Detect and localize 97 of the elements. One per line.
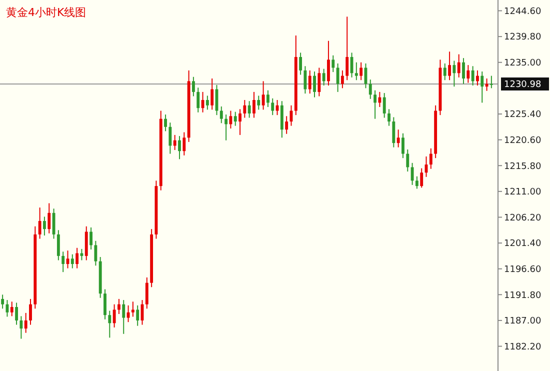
candlestick [382,92,386,118]
candlestick [56,230,60,261]
candlestick [304,66,307,94]
y-tick-label: 1235.00 [504,58,542,69]
candlestick [10,301,14,317]
candlestick [38,207,42,240]
y-tick-label: 1215.80 [504,162,542,172]
text: 黄金4小时K线图 [6,6,86,19]
y-tick-label: 1225.40 [504,110,542,120]
candlestick [220,106,223,124]
candlestick [415,176,418,190]
candlestick [271,98,274,116]
candlestick [257,95,260,110]
y-tick-label: 1220.60 [504,136,542,146]
candlestick [452,60,456,88]
candlestick [346,16,349,81]
candlestick [490,75,493,89]
candlestick [48,202,51,234]
candlestick [108,310,112,338]
candlestick [24,312,28,334]
candlestick [299,52,302,76]
candlestick [117,298,120,315]
candlestick [285,116,288,134]
candlestick [429,148,432,170]
candlestick [308,70,312,94]
candlestick [396,129,400,148]
candlestick [104,288,106,320]
ref-line-label: 1230.98 [504,80,542,90]
candlestick [234,111,237,126]
candlestick [1,294,4,310]
candlestick [480,71,484,104]
candlestick [318,67,321,97]
candlestick [402,132,404,159]
y-tick-label: 1191.80 [504,290,542,301]
candlestick [354,62,358,81]
candlestick [206,95,209,110]
y-tick-label: 1206.20 [504,213,542,224]
candlestick [90,226,92,250]
candlestick [374,90,377,120]
candlestick [182,132,186,156]
candlestick [243,100,246,118]
candlestick [388,108,390,126]
candlestick [252,91,256,118]
y-tick-label: 1239.80 [504,32,542,43]
candlestick [15,302,18,326]
candlestick [196,87,200,113]
candlestick [406,148,410,172]
y-tick-label: 1244.60 [504,6,542,17]
candlestick [471,66,474,86]
candlestick [466,64,470,84]
candlestick [360,62,363,81]
candlestick [178,136,181,160]
y-tick-label: 1211.00 [504,188,542,198]
candlestick [173,134,176,151]
candlestick [29,298,32,326]
candlestick [229,110,232,130]
y-tick-label: 1196.60 [504,264,542,275]
candlestick [80,248,84,261]
candlestick [448,51,451,81]
candlestick [136,304,140,326]
candlestick [392,116,396,148]
candlestick [224,114,228,141]
candlestick [164,114,167,132]
candlestick [145,276,148,310]
candlestick [62,251,65,273]
candlestick [262,80,265,110]
y-tick-label: 1187.00 [504,316,542,327]
candlestick [457,54,460,78]
candlestick [327,40,330,86]
y-tick-label: 1201.40 [504,239,542,250]
candlestick [340,70,344,89]
candlestick [122,300,126,334]
candlestick [420,168,424,188]
y-tick-label: 1182.20 [504,342,542,352]
candlestick [76,247,79,269]
candlestick [443,62,446,81]
candlestick [20,316,23,340]
candlestick [112,304,116,328]
candlestick [313,71,316,98]
candlestick [70,254,74,269]
candlestick [131,301,134,318]
candlestick [94,240,98,266]
candlestick [192,76,195,97]
candlestick [368,79,372,100]
candlestick [336,62,340,92]
candlestick [462,58,465,84]
candlestick [43,216,46,236]
candlestick [332,54,335,73]
candlestick [322,68,326,86]
candlestick [378,91,382,108]
candlestick [238,108,242,136]
candlestick [476,70,479,86]
candlestick [168,122,172,154]
candlestick [210,78,214,110]
candlestick [266,90,270,108]
candlestick [410,162,414,186]
candlestick [248,100,251,118]
